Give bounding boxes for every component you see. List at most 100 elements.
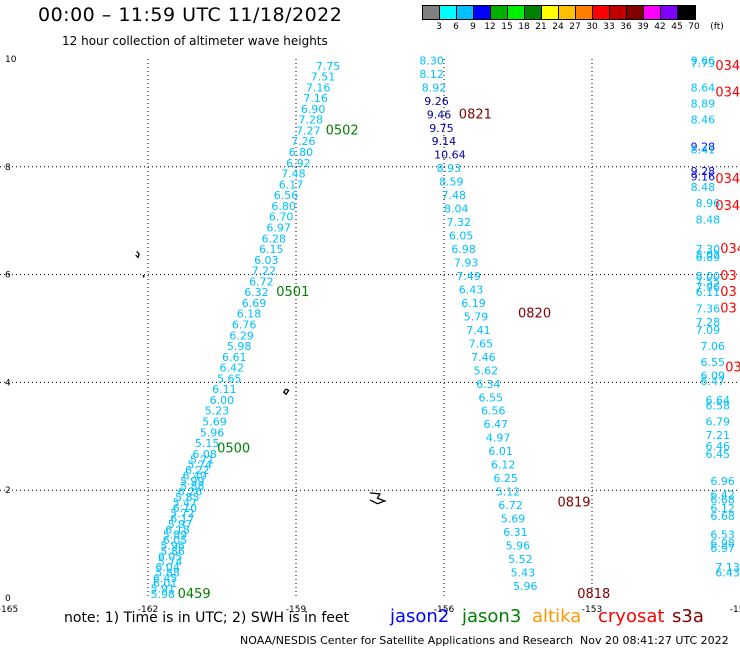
scale-tick-label: 30 [586, 22, 598, 32]
pass-time-label: 0341 [715, 86, 740, 101]
pass-time-label: 03 [720, 301, 737, 316]
swh-value-s3a: 6.12 [491, 459, 516, 472]
swh-value-cryosat: 6.12 [710, 502, 735, 515]
satellite-cryosat: cryosat [598, 606, 665, 627]
swh-value-jason3: 6.10 [173, 502, 198, 515]
swh-value-jason3: 6.15 [259, 243, 284, 256]
swh-value-cryosat: 6.68 [710, 510, 735, 523]
swh-value-s3a: 7.32 [446, 216, 471, 229]
swh-value-cryosat: 8.64 [691, 81, 716, 94]
scale-swatch [440, 6, 457, 19]
swh-value-s3a: 5.96 [506, 539, 530, 552]
scale-tick-label: 36 [620, 22, 632, 32]
swh-value-s3a: 7.65 [469, 337, 494, 350]
pass-time-label: 0459 [178, 587, 211, 602]
swh-value-s3a: 10.64 [434, 149, 466, 162]
swh-value-s3a: 7.46 [471, 351, 496, 364]
scale-tick-label: 42 [654, 22, 666, 32]
swh-value-jason3: 6.72 [249, 275, 274, 288]
scale-swatch [661, 6, 678, 19]
scale-unit-label: (ft) [710, 22, 724, 32]
swh-value-s3a: 9.46 [427, 108, 452, 121]
swh-value-jason3: 5.99 [180, 475, 205, 488]
swh-value-jason3: 6.08 [192, 448, 217, 461]
pass-time-label: 034 [715, 172, 740, 187]
swh-value-cryosat: 8.96 [696, 197, 721, 210]
swh-value-cryosat: 6.45 [705, 448, 730, 461]
swh-value-jason3: 6.42 [220, 362, 245, 375]
swh-value-jason3: 5.71 [190, 453, 215, 466]
swh-value-jason3: 6.01 [153, 577, 178, 590]
swh-value-jason3: 5.23 [205, 405, 230, 418]
y-tick-label: 2 [5, 486, 11, 496]
swh-value-s3a: 6.31 [503, 526, 528, 539]
swh-value-jason3: 5.74 [187, 459, 212, 472]
swh-value-cryosat: 7.21 [705, 429, 730, 442]
y-tick-label: 0 [5, 594, 11, 604]
swh-value-cryosat: 7.79 [691, 57, 716, 70]
pass-time-label: 034 [715, 199, 740, 214]
swh-value-s3a: 8.04 [444, 203, 469, 216]
swh-value-s3a: 9.14 [432, 135, 457, 148]
swh-value-s3a: 5.69 [501, 513, 526, 526]
swh-value-jason3: 7.27 [296, 124, 321, 137]
swh-value-jason3: 6.32 [244, 286, 269, 299]
swh-value-cryosat: 9.16 [691, 170, 716, 183]
scale-swatch [542, 6, 559, 19]
swh-value-jason3: 6.97 [266, 221, 291, 234]
swh-value-cryosat: 6.43 [715, 566, 740, 579]
swh-value-jason3: 6.90 [301, 103, 326, 116]
swh-value-s3a: 8.30 [419, 54, 444, 67]
chart-title: 00:00 – 11:59 UTC 11/18/2022 [38, 4, 343, 26]
scale-swatch [559, 6, 576, 19]
swh-value-jason3: 6.70 [269, 211, 294, 224]
swh-value-cryosat: 9.28 [691, 165, 716, 178]
swh-value-cryosat: 6.53 [710, 529, 735, 542]
scale-swatch [678, 6, 695, 19]
scale-tick-label: 39 [637, 22, 649, 32]
swh-value-s3a: 6.72 [498, 499, 523, 512]
satellite-jason2: jason2 [390, 606, 450, 627]
generation-timestamp: Nov 20 08:41:27 UTC 2022 [580, 634, 729, 647]
swh-value-cryosat: 6.68 [710, 494, 735, 507]
swh-value-cryosat: 9.66 [691, 54, 716, 67]
credit-line: NOAA/NESDIS Center for Satellite Applica… [240, 634, 574, 647]
swh-value-cryosat: 7.36 [696, 302, 721, 315]
swh-value-jason3: 5.15 [195, 437, 220, 450]
swh-value-jason3: 5.86 [160, 545, 185, 558]
swh-value-jason3: 7.16 [306, 81, 331, 94]
swh-value-s3a: 7.49 [456, 270, 481, 283]
y-tick-label: 8 [5, 163, 11, 173]
swh-value-jason3: 5.72 [170, 507, 195, 520]
swh-value-s3a: 8.12 [419, 68, 444, 81]
swh-value-cryosat: 6.89 [696, 251, 721, 264]
swh-value-jason3: 6.05 [163, 534, 188, 547]
swh-value-cryosat: 6.79 [705, 416, 730, 429]
swh-value-s3a: 6.43 [459, 283, 484, 296]
scale-tick-label: 3 [436, 22, 442, 32]
swh-value-cryosat: 7.96 [696, 281, 721, 294]
scale-tick-label: 18 [518, 22, 530, 32]
swh-value-s3a: 5.52 [508, 553, 532, 566]
swh-value-jason3: 6.69 [242, 297, 267, 310]
scale-swatch [491, 6, 508, 19]
swh-value-jason3: 7.16 [303, 92, 328, 105]
swh-value-cryosat: 7.06 [701, 340, 726, 353]
swh-value-s3a: 6.55 [479, 391, 504, 404]
swh-value-jason3: 6.29 [229, 329, 254, 342]
swh-value-jason3: 5.85 [175, 491, 200, 504]
swh-value-s3a: 7.48 [442, 189, 467, 202]
color-scale-labels: 3 6 9 12 15 18 21 24 27 30 33 36 39 42 45 70 (ft) [422, 22, 740, 34]
swh-value-jason3: 6.61 [222, 351, 247, 364]
scale-swatch [423, 6, 440, 19]
swh-value-s3a: 8.59 [439, 176, 464, 189]
swh-value-cryosat: 8.89 [691, 98, 716, 111]
scale-swatch [610, 6, 627, 19]
scale-tick-label: 12 [484, 22, 496, 32]
pass-time-label: 0819 [557, 495, 590, 510]
coastline-islet-2 [142, 274, 145, 278]
swh-value-cryosat: 6.97 [710, 542, 735, 555]
swh-value-s3a: 9.75 [429, 122, 454, 135]
scale-swatch [457, 6, 474, 19]
swh-value-jason3: 5.88 [180, 480, 205, 493]
